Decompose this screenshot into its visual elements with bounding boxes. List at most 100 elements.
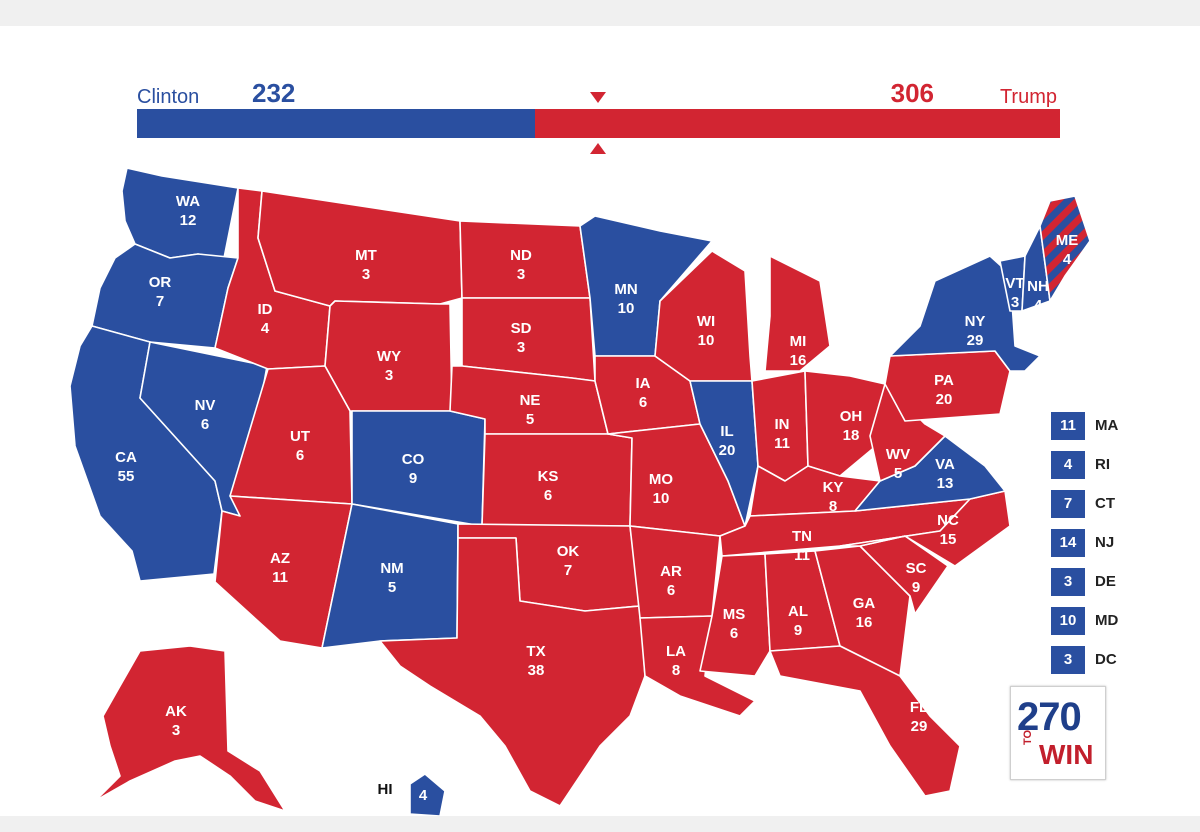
state-label-ak: AK 3	[165, 703, 187, 739]
state-label-va: VA 13	[935, 456, 955, 492]
state-ev: 11	[774, 435, 790, 452]
small-state-dc[interactable]: 3 DC	[1051, 640, 1118, 679]
state-label-mn: MN 10	[614, 281, 637, 317]
state-label-co: CO 9	[402, 451, 425, 487]
state-label-ms: MS 6	[723, 606, 746, 642]
state-ev: 7	[156, 293, 164, 310]
270towin-logo[interactable]: 270 TO WIN	[1010, 686, 1106, 780]
small-state-ev-box[interactable]: 3	[1051, 567, 1085, 596]
state-ev: 18	[843, 427, 860, 444]
state-ev: 9	[912, 579, 920, 596]
state-label-la: LA 8	[666, 643, 686, 679]
small-state-ev-box[interactable]: 3	[1051, 645, 1085, 674]
state-abbr: ID	[258, 301, 273, 318]
state-label-id: ID 4	[258, 301, 273, 337]
small-state-abbr: DE	[1095, 573, 1116, 590]
rep-candidate-name: Trump	[999, 86, 1057, 108]
small-state-ev-box[interactable]: 7	[1051, 489, 1085, 518]
state-label-in: IN 11	[774, 416, 790, 452]
state-label-ga: GA 16	[853, 595, 876, 631]
state-label-pa: PA 20	[934, 372, 954, 408]
small-state-ev-box[interactable]: 10	[1051, 606, 1085, 635]
state-label-sc: SC 9	[906, 560, 927, 596]
state-label-wa: WA 12	[176, 193, 200, 229]
state-label-ks: KS 6	[538, 468, 559, 504]
state-fl[interactable]	[769, 645, 961, 797]
state-abbr: KS	[538, 468, 559, 485]
small-state-abbr: MA	[1095, 417, 1119, 434]
state-label-mi: MI 16	[790, 333, 807, 369]
state-wi[interactable]	[654, 250, 753, 382]
state-ev: 10	[618, 300, 635, 317]
small-state-ct[interactable]: 7 CT	[1051, 484, 1118, 523]
dem-candidate-name: Clinton	[137, 86, 200, 108]
state-label-nc: NC 15	[937, 512, 959, 548]
state-ev: 16	[790, 352, 807, 369]
logo-win: WIN	[1039, 739, 1094, 770]
logo-to: TO	[1022, 729, 1034, 745]
small-state-md[interactable]: 10 MD	[1051, 601, 1118, 640]
state-ev: 3	[517, 339, 525, 356]
state-ev: 29	[911, 718, 928, 735]
state-label-tx: TX 38	[526, 643, 545, 679]
state-label-wv: WV 5	[886, 446, 910, 482]
state-ev: 20	[936, 391, 953, 408]
state-ev: 6	[296, 447, 304, 464]
state-ev: 4	[419, 787, 428, 804]
small-state-abbr: CT	[1095, 495, 1115, 512]
state-ev: 3	[385, 367, 393, 384]
electoral-tally-bar: Clinton 232 306 Trump	[0, 26, 1200, 166]
state-abbr: NC	[937, 512, 959, 529]
threshold-marker-bottom-icon	[590, 143, 606, 154]
state-abbr: PA	[934, 372, 954, 389]
state-ev: 29	[967, 332, 984, 349]
state-label-fl: FL 29	[910, 699, 928, 735]
state-abbr: VA	[935, 456, 955, 473]
state-abbr: KY	[823, 479, 844, 496]
small-state-ri[interactable]: 4 RI	[1051, 445, 1118, 484]
state-nc[interactable]	[839, 490, 1011, 567]
rep-electoral-votes: 306	[890, 78, 934, 108]
state-abbr: UT	[290, 428, 310, 445]
state-ev: 6	[639, 394, 647, 411]
dem-bar-fill	[137, 109, 536, 138]
state-abbr: OH	[840, 408, 863, 425]
state-abbr: CO	[402, 451, 425, 468]
state-ev: 5	[526, 411, 534, 428]
state-mi[interactable]	[764, 255, 831, 372]
state-ev: 11	[272, 569, 288, 586]
small-states-legend: 11 MA 4 RI 7 CT 14 NJ 3 DE 10 MD 3 DC	[1051, 406, 1118, 679]
state-hi[interactable]	[409, 773, 446, 816]
state-ny[interactable]	[889, 255, 1041, 372]
state-ev: 6	[667, 582, 675, 599]
state-ev: 12	[180, 212, 197, 229]
state-me[interactable]	[1039, 195, 1091, 302]
state-ak[interactable]	[94, 645, 286, 812]
state-label-oh: OH 18	[840, 408, 863, 444]
state-ut[interactable]	[229, 365, 353, 505]
small-state-ev-box[interactable]: 14	[1051, 528, 1085, 557]
small-state-de[interactable]: 3 DE	[1051, 562, 1118, 601]
state-abbr: MS	[723, 606, 746, 623]
state-label-wy: WY 3	[377, 348, 401, 384]
state-abbr: IN	[775, 416, 790, 433]
state-ev: 6	[201, 416, 209, 433]
state-ev: 11	[794, 547, 810, 564]
state-tx[interactable]	[379, 537, 646, 807]
small-state-ev-box[interactable]: 11	[1051, 411, 1085, 440]
small-state-ma[interactable]: 11 MA	[1051, 406, 1118, 445]
state-abbr: OR	[149, 274, 172, 291]
state-ev: 4	[1063, 251, 1072, 268]
small-state-ev-box[interactable]: 4	[1051, 450, 1085, 479]
state-abbr: IA	[636, 375, 651, 392]
state-abbr: AR	[660, 563, 682, 580]
state-label-ut: UT 6	[290, 428, 310, 464]
state-label-ar: AR 6	[660, 563, 682, 599]
state-abbr: ND	[510, 247, 532, 264]
state-ev: 6	[544, 487, 552, 504]
state-abbr: FL	[910, 699, 928, 716]
state-label-az: AZ 11	[270, 550, 290, 586]
threshold-marker-top-icon	[590, 92, 606, 103]
state-abbr: ME	[1056, 232, 1079, 249]
small-state-nj[interactable]: 14 NJ	[1051, 523, 1118, 562]
